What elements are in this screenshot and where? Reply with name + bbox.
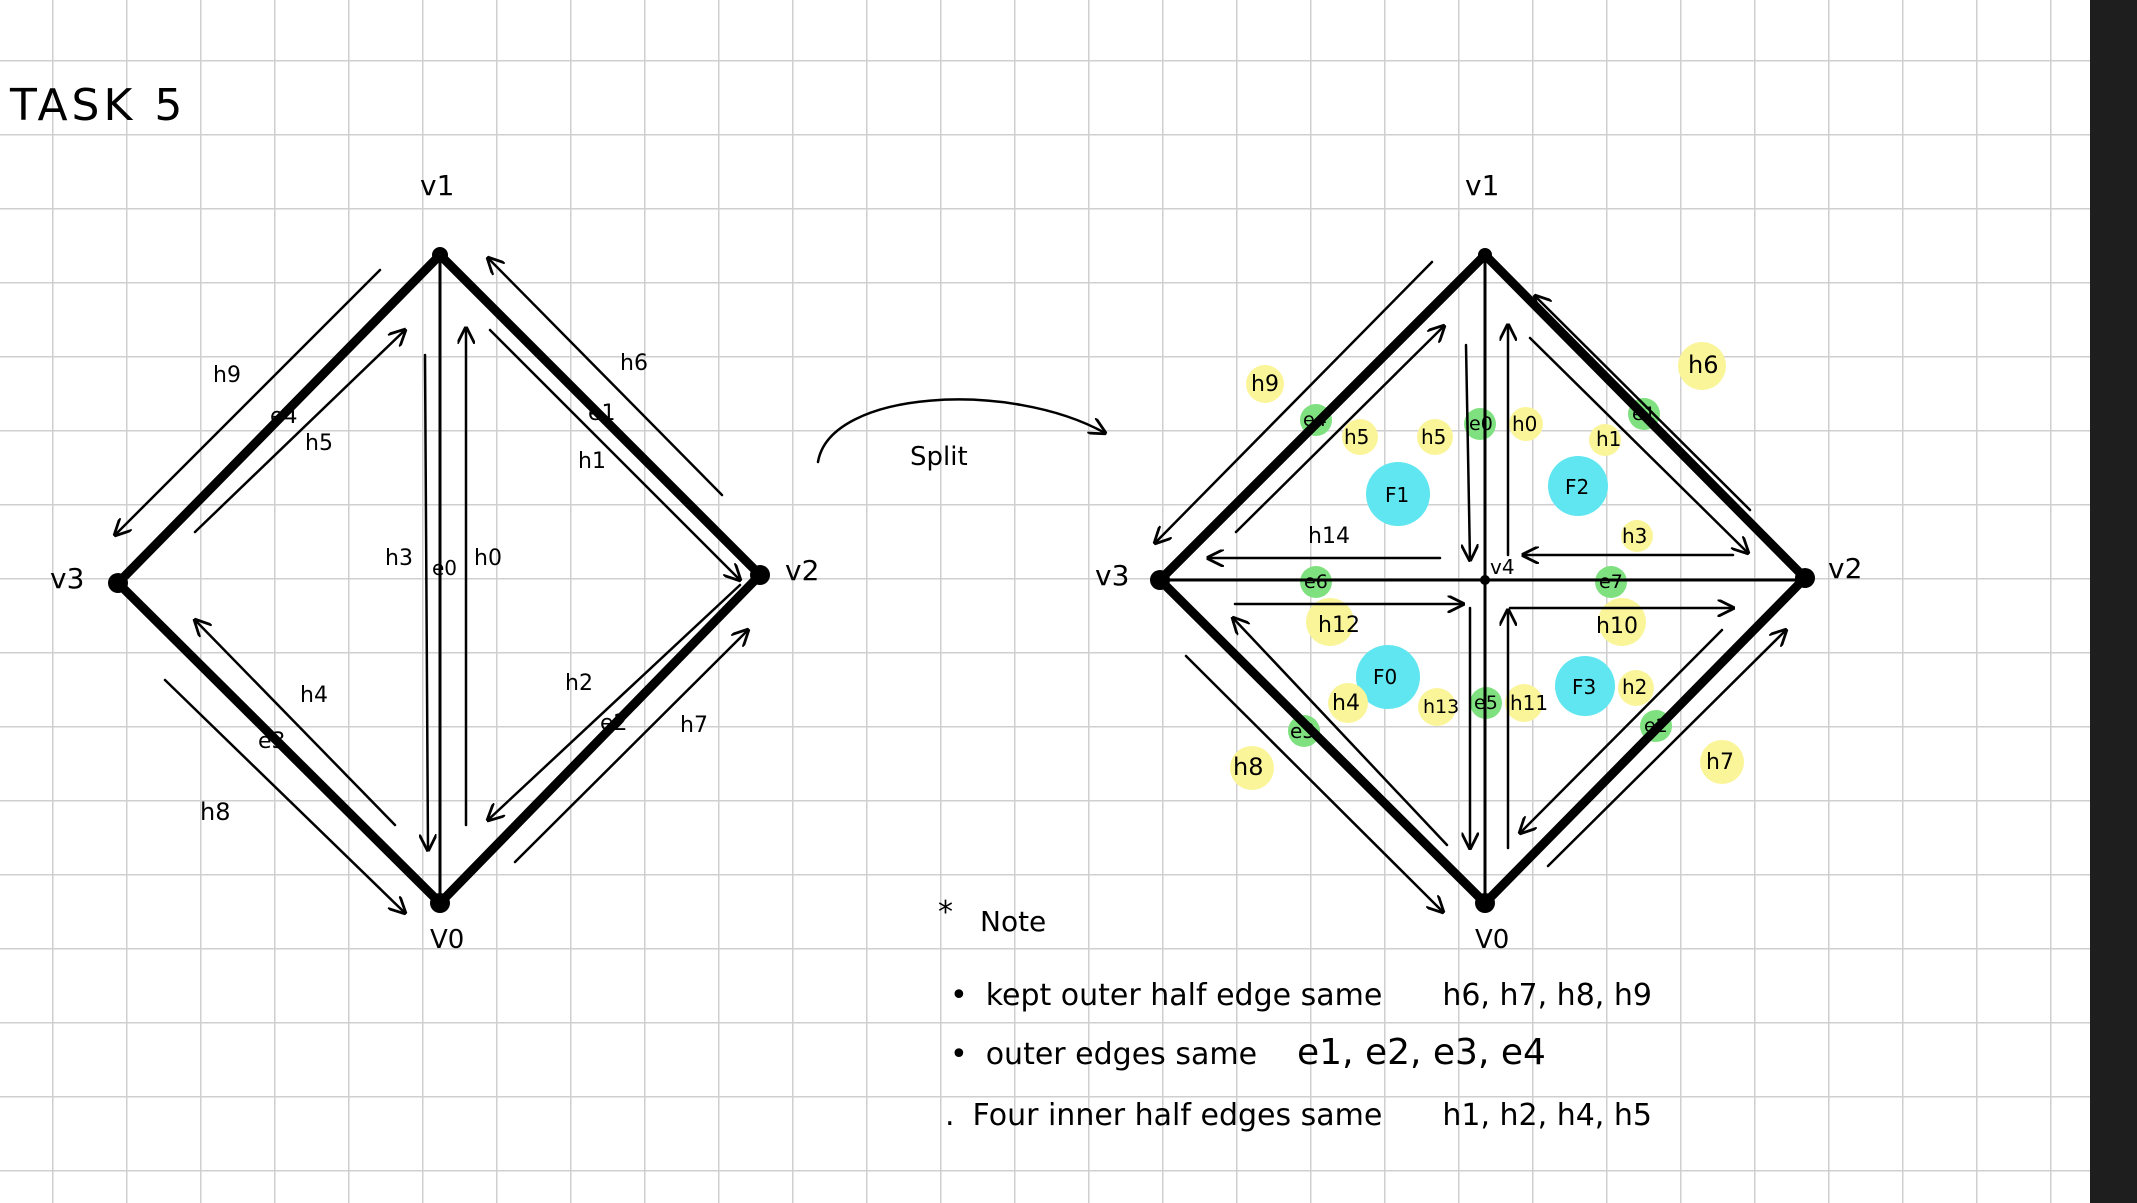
right-vertex-v3: v3	[1095, 559, 1129, 592]
right-label-e4: e4	[1303, 409, 1327, 431]
note-bullet: .	[945, 1098, 955, 1133]
right-half-edge-arrows	[1155, 260, 1786, 912]
right-edge-e4	[1155, 250, 1490, 585]
left-label-h2: h2	[565, 671, 593, 696]
left-label-h5: h5	[305, 431, 333, 456]
left-edge-e2	[435, 570, 765, 908]
right-label-h10: h10	[1596, 614, 1638, 639]
note-item-values: h6, h7, h8, h9	[1442, 978, 1652, 1013]
right-label-e2: e2	[1644, 715, 1668, 737]
right-label-e0: e0	[1469, 413, 1493, 435]
right-label-h7: h7	[1706, 750, 1734, 775]
left-label-h0: h0	[474, 546, 502, 571]
left-arrow-h9	[115, 268, 382, 535]
left-edge-e1	[435, 250, 765, 580]
right-label-h4: h4	[1332, 691, 1360, 716]
split-label: Split	[910, 442, 968, 472]
left-label-e0: e0	[432, 556, 457, 580]
right-label-h12: h12	[1318, 613, 1360, 638]
note-item-text: Four inner half edges same	[972, 1098, 1383, 1133]
note-item-text: outer edges same	[985, 1037, 1258, 1072]
right-label-h3: h3	[1622, 524, 1647, 548]
left-vertex-v0: V0	[430, 925, 464, 955]
right-vertex-dots	[1150, 248, 1815, 913]
right-label-h2: h2	[1622, 675, 1647, 699]
right-label-h13: h13	[1423, 696, 1459, 718]
right-label-h9: h9	[1251, 372, 1279, 397]
right-face-highlights	[1356, 456, 1615, 716]
left-label-h7: h7	[680, 713, 708, 738]
left-arrow-h2	[488, 583, 742, 820]
left-label-h8: h8	[200, 798, 230, 826]
note-item-values: h1, h2, h4, h5	[1442, 1098, 1652, 1133]
left-edge-e3	[113, 578, 445, 908]
left-label-h4: h4	[300, 683, 328, 708]
right-label-h11: h11	[1510, 691, 1548, 715]
right-vertex-v1: v1	[1465, 169, 1499, 202]
right-label-e5: e5	[1474, 692, 1498, 714]
left-label-e1: e1	[588, 401, 616, 426]
left-arrow-h5	[193, 330, 405, 534]
right-label-e3: e3	[1290, 719, 1315, 743]
left-label-h9: h9	[213, 363, 241, 388]
note-star-icon: *	[938, 895, 953, 930]
left-arrow-h6	[488, 258, 724, 497]
right-label-h6: h6	[1688, 351, 1718, 379]
left-label-e3: e3	[258, 729, 286, 754]
right-vertex-v2: v2	[1828, 552, 1862, 585]
right-face-f0: F0	[1373, 665, 1397, 689]
right-label-h5: h5	[1344, 425, 1369, 449]
right-label-h0: h0	[1512, 412, 1537, 436]
right-face-f3: F3	[1572, 675, 1596, 699]
note-item-3: . Four inner half edges same h1, h2, h4, h…	[945, 1098, 1652, 1133]
note-item-text: kept outer half edge same	[985, 978, 1383, 1013]
right-label-e6: e6	[1304, 571, 1328, 593]
note-item-2: • outer edges same e1, e2, e3, e4	[950, 1032, 1546, 1073]
left-arrow-h8	[163, 678, 405, 913]
left-label-e4: e4	[270, 404, 298, 429]
right-label-h14: h14	[1308, 524, 1350, 549]
left-label-h6: h6	[620, 351, 648, 376]
right-half-edge-highlights	[1230, 342, 1744, 790]
dark-side-panel	[2090, 0, 2137, 1203]
left-arrow-h1	[488, 328, 740, 580]
left-vertex-v2: v2	[785, 554, 819, 587]
note-bullet: •	[950, 1037, 968, 1072]
left-vertex-dots	[108, 247, 770, 913]
left-label-h3: h3	[385, 546, 413, 571]
right-label-h1: h1	[1596, 427, 1621, 451]
right-label-e7: e7	[1599, 571, 1623, 593]
left-vertex-v3: v3	[50, 562, 84, 595]
right-label-e1: e1	[1632, 403, 1656, 425]
left-arrow-h4	[195, 620, 397, 827]
left-half-edge-arrows	[115, 258, 748, 913]
left-arrow-h3	[425, 353, 428, 850]
right-edge-e3	[1155, 575, 1490, 908]
left-edge-e4	[113, 250, 445, 588]
left-label-h1: h1	[578, 449, 606, 474]
note-heading: Note	[980, 905, 1047, 938]
right-label-h8: h8	[1233, 753, 1263, 781]
right-vertex-v0: V0	[1475, 925, 1509, 955]
left-outer-edges	[113, 250, 765, 908]
left-diamond-diagram: v1 v2 v3 V0 e0 e1 e2 e3 e4 h0 h1 h2 h3 h…	[50, 169, 819, 955]
note-item-values: e1, e2, e3, e4	[1297, 1032, 1546, 1073]
left-vertex-v1: v1	[420, 169, 454, 202]
right-face-f2: F2	[1565, 475, 1589, 499]
note-bullet: •	[950, 978, 968, 1013]
page-title: TASK 5	[9, 80, 186, 131]
note-item-1: • kept outer half edge same h6, h7, h8, h9	[950, 978, 1652, 1013]
right-diamond-diagram: v1 v2 v3 V0 v4 F1 F2 F0 F3 e0 e1 e2 e3 e…	[1095, 169, 1862, 955]
right-edge-e2	[1480, 573, 1810, 908]
right-face-f1: F1	[1385, 483, 1409, 507]
left-label-e2: e2	[600, 711, 628, 736]
grid-paper-canvas	[0, 0, 2090, 1203]
right-vertex-v4: v4	[1490, 555, 1515, 579]
left-arrow-h7	[513, 630, 748, 864]
right-label-h15: h5	[1421, 425, 1446, 449]
split-arrow	[816, 398, 1105, 464]
